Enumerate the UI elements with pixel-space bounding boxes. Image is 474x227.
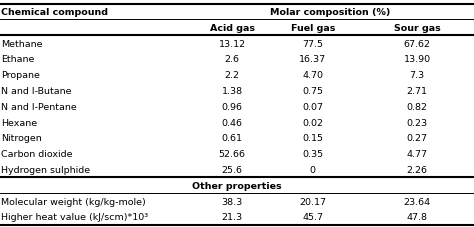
Text: 45.7: 45.7	[302, 212, 323, 221]
Text: Hydrogen sulphide: Hydrogen sulphide	[1, 165, 90, 174]
Text: 0.96: 0.96	[222, 102, 243, 111]
Text: Ethane: Ethane	[1, 55, 34, 64]
Text: 0.07: 0.07	[302, 102, 323, 111]
Text: 13.90: 13.90	[403, 55, 431, 64]
Text: 0.82: 0.82	[407, 102, 428, 111]
Text: 0.35: 0.35	[302, 149, 323, 158]
Text: 2.2: 2.2	[225, 71, 240, 80]
Text: 52.66: 52.66	[219, 149, 246, 158]
Text: Fuel gas: Fuel gas	[291, 24, 335, 33]
Text: 47.8: 47.8	[407, 212, 428, 221]
Text: Higher heat value (kJ/scm)*10³: Higher heat value (kJ/scm)*10³	[1, 212, 148, 221]
Text: 0.75: 0.75	[302, 86, 323, 96]
Text: 2.71: 2.71	[407, 86, 428, 96]
Text: 2.6: 2.6	[225, 55, 240, 64]
Text: Propane: Propane	[1, 71, 40, 80]
Text: 77.5: 77.5	[302, 39, 323, 48]
Text: Hexane: Hexane	[1, 118, 37, 127]
Text: 0.02: 0.02	[302, 118, 323, 127]
Text: 16.37: 16.37	[299, 55, 327, 64]
Text: 0.46: 0.46	[222, 118, 243, 127]
Text: 13.12: 13.12	[219, 39, 246, 48]
Text: 0.27: 0.27	[407, 134, 428, 143]
Text: Nitrogen: Nitrogen	[1, 134, 42, 143]
Text: Acid gas: Acid gas	[210, 24, 255, 33]
Text: Methane: Methane	[1, 39, 43, 48]
Text: Other properties: Other properties	[192, 181, 282, 190]
Text: Molar composition (%): Molar composition (%)	[271, 8, 391, 17]
Text: 4.77: 4.77	[407, 149, 428, 158]
Text: N and I-Pentane: N and I-Pentane	[1, 102, 77, 111]
Text: Sour gas: Sour gas	[394, 24, 440, 33]
Text: 1.38: 1.38	[222, 86, 243, 96]
Text: Molecular weight (kg/kg-mole): Molecular weight (kg/kg-mole)	[1, 197, 146, 206]
Text: 21.3: 21.3	[222, 212, 243, 221]
Text: 67.62: 67.62	[404, 39, 430, 48]
Text: 23.64: 23.64	[403, 197, 431, 206]
Text: Chemical compound: Chemical compound	[1, 8, 108, 17]
Text: Carbon dioxide: Carbon dioxide	[1, 149, 73, 158]
Text: 25.6: 25.6	[222, 165, 243, 174]
Text: 20.17: 20.17	[300, 197, 326, 206]
Text: 2.26: 2.26	[407, 165, 428, 174]
Text: 0: 0	[310, 165, 316, 174]
Text: 4.70: 4.70	[302, 71, 323, 80]
Text: N and I-Butane: N and I-Butane	[1, 86, 72, 96]
Text: 7.3: 7.3	[410, 71, 425, 80]
Text: 0.15: 0.15	[302, 134, 323, 143]
Text: 0.61: 0.61	[222, 134, 243, 143]
Text: 0.23: 0.23	[407, 118, 428, 127]
Text: 38.3: 38.3	[222, 197, 243, 206]
